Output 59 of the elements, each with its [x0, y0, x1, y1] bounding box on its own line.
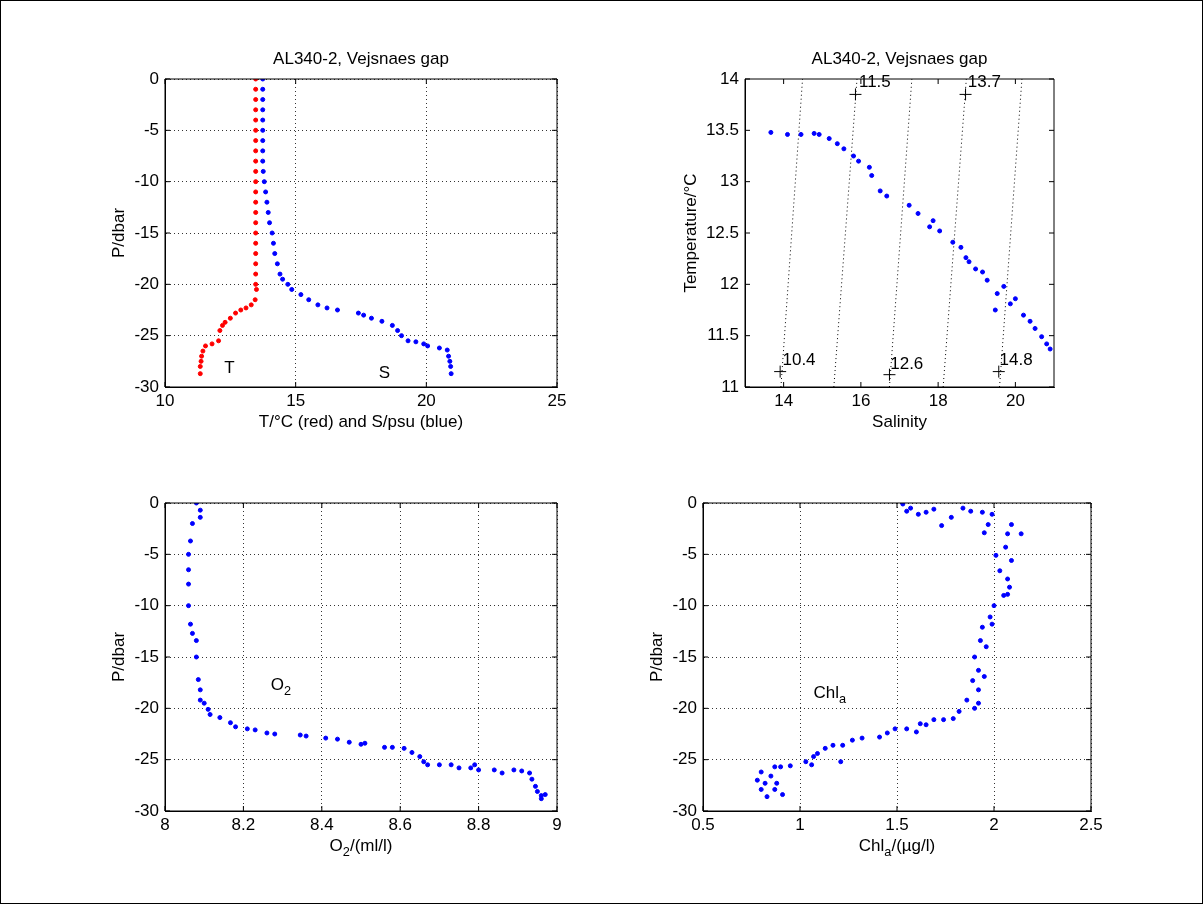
x-tick-label: 25 — [547, 390, 567, 410]
y-tick-label: 13 — [720, 171, 739, 191]
y-tick-label: 11.5 — [707, 325, 739, 345]
y-axis-title: P/dbar — [109, 207, 129, 259]
x-tick-label: 1.5 — [885, 814, 909, 834]
annotation: 13.7 — [967, 72, 1001, 92]
y-axis-title: Temperature/°C — [680, 173, 700, 293]
x-tick-label: 2.5 — [1079, 814, 1103, 834]
y-tick-label: -15 — [134, 646, 159, 666]
y-tick-label: 12.5 — [705, 222, 739, 242]
y-tick-label: -5 — [143, 544, 159, 564]
x-tick-label: 18 — [928, 390, 948, 410]
x-tick-label: 14 — [774, 390, 794, 410]
x-tick-label: 15 — [286, 390, 306, 410]
y-axis-title: P/dbar — [647, 631, 667, 683]
y-tick-label: -10 — [134, 595, 159, 615]
x-tick-label: 8.6 — [388, 814, 413, 834]
y-tick-label: -10 — [672, 595, 697, 615]
y-tick-label: 13.5 — [705, 120, 739, 140]
y-tick-label: -20 — [134, 698, 159, 718]
y-tick-label: 0 — [149, 492, 159, 512]
x-tick-label: 1 — [795, 814, 805, 834]
y-tick-label: -25 — [134, 749, 159, 769]
x-tick-label: 9 — [552, 814, 562, 834]
y-tick-label: 12 — [720, 274, 739, 294]
y-tick-label: 0 — [687, 492, 697, 512]
y-tick-label: -5 — [681, 544, 697, 564]
x-tick-label: 8.8 — [466, 814, 491, 834]
y-tick-label: -20 — [672, 698, 697, 718]
y-tick-label: -15 — [672, 646, 697, 666]
y-tick-label: 14 — [720, 68, 739, 88]
x-tick-label: 16 — [851, 390, 871, 410]
x-tick-label: 8.2 — [231, 814, 256, 834]
y-axis-title: P/dbar — [109, 631, 129, 683]
chart-title: AL340-2, Vejsnaes gap — [811, 49, 988, 68]
annotation: 10.4 — [782, 350, 816, 370]
y-tick-label: -25 — [134, 325, 159, 345]
annotation: S — [378, 362, 390, 382]
y-tick-label: -5 — [143, 120, 159, 140]
y-tick-label: -20 — [134, 274, 159, 294]
annotation: T — [224, 357, 235, 377]
x-tick-label: 2 — [989, 814, 999, 834]
annotation: 14.8 — [999, 350, 1033, 370]
x-axis-title: Salinity — [872, 412, 928, 431]
annotation: 12.6 — [890, 353, 924, 373]
x-tick-label: 20 — [1005, 390, 1025, 410]
y-tick-label: -30 — [134, 800, 159, 820]
x-tick-label: 8 — [160, 814, 170, 834]
y-tick-label: 11 — [721, 376, 739, 396]
chart-title: AL340-2, Vejsnaes gap — [273, 49, 449, 68]
x-tick-label: 8.4 — [309, 814, 334, 834]
y-tick-label: -15 — [134, 222, 159, 242]
y-tick-label: -10 — [134, 171, 159, 191]
y-tick-label: -25 — [672, 749, 697, 769]
y-tick-label: 0 — [149, 68, 159, 88]
x-tick-label: 20 — [416, 390, 436, 410]
y-tick-label: -30 — [134, 376, 159, 396]
annotation: 11.5 — [858, 72, 891, 92]
x-axis-title: T/°C (red) and S/psu (blue) — [258, 412, 464, 431]
